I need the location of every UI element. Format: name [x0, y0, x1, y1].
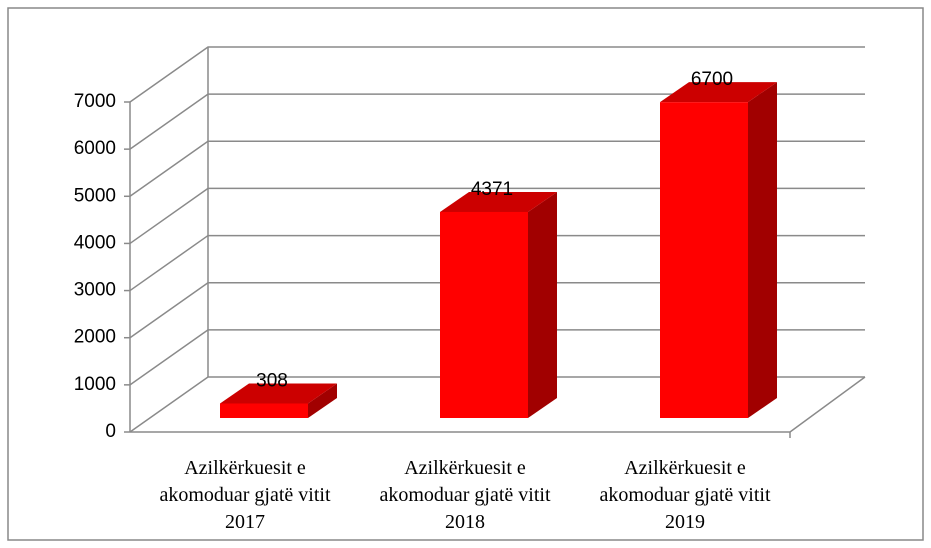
- y-tick-label: 0: [105, 421, 116, 442]
- grid-line: [129, 93, 865, 150]
- y-tick-label: 6000: [74, 138, 116, 159]
- grid-line: [129, 46, 865, 103]
- grid-line: [129, 329, 865, 386]
- y-tick-label: 3000: [74, 280, 116, 301]
- bar-top: [660, 82, 777, 103]
- bar-side: [528, 191, 557, 418]
- grid-line: [129, 234, 865, 292]
- bar-top: [440, 191, 557, 212]
- x-tick-label: Azilkërkuesit e akomoduar gjatë vitit 20…: [159, 457, 331, 533]
- x-tick-label: Azilkërkuesit e akomoduar gjatë vitit 20…: [379, 457, 551, 533]
- bar-side: [748, 82, 777, 419]
- grid-line: [129, 187, 865, 245]
- data-label: 4371: [471, 179, 513, 200]
- bar-top: [220, 383, 337, 404]
- y-tick-label: 5000: [74, 185, 116, 206]
- bar: [220, 403, 308, 418]
- bar: [660, 102, 748, 419]
- grid-line: [129, 140, 865, 197]
- y-tick-label: 7000: [74, 91, 116, 112]
- bar: [440, 211, 528, 418]
- grid-line: [129, 376, 865, 433]
- data-label: 308: [256, 370, 288, 391]
- bar-side: [308, 383, 337, 418]
- y-tick-label: 4000: [74, 232, 116, 253]
- y-tick-label: 2000: [74, 327, 116, 348]
- grid-line: [129, 281, 865, 339]
- x-tick-label: Azilkërkuesit e akomoduar gjatë vitit 20…: [599, 457, 771, 533]
- y-tick-label: 1000: [74, 374, 116, 395]
- data-label: 6700: [691, 69, 733, 90]
